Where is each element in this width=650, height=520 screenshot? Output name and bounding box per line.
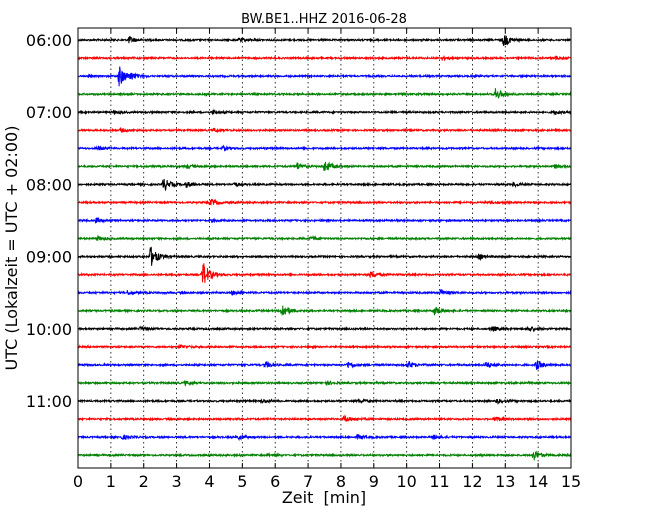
trace-1115 — [77, 414, 572, 423]
trace-0915 — [77, 263, 572, 284]
trace-0845 — [77, 234, 572, 242]
x-tick-label: 6 — [270, 472, 280, 491]
chart-title: BW.BE1..HHZ 2016-06-28 — [241, 12, 407, 27]
trace-1015 — [77, 344, 572, 350]
x-tick-label: 12 — [462, 472, 482, 491]
trace-1045 — [77, 379, 572, 387]
y-tick-label: 07:00 — [26, 103, 72, 122]
x-axis-label: Zeit [min] — [282, 488, 366, 507]
trace-1000 — [77, 325, 572, 333]
x-tick-label: 7 — [303, 472, 313, 491]
axis-ticks: 0 1 2 3 4 5 6 7 8 9 10 11 12 13 14 1506:0007:0008:0009:… — [26, 28, 581, 491]
x-tick-label: 15 — [561, 472, 581, 491]
trace-0630 — [77, 66, 572, 87]
y-tick-label: 06:00 — [26, 31, 72, 50]
trace-0745 — [77, 161, 572, 172]
trace-0815 — [77, 198, 572, 206]
trace-1030 — [77, 360, 572, 371]
trace-0900 — [77, 246, 572, 266]
trace-0830 — [77, 216, 572, 225]
y-tick-label: 08:00 — [26, 175, 72, 194]
x-tick-label: 10 — [396, 472, 416, 491]
trace-0945 — [77, 305, 572, 317]
x-tick-label: 13 — [495, 472, 515, 491]
trace-0600 — [77, 34, 572, 47]
trace-0715 — [77, 127, 572, 134]
y-tick-label: 09:00 — [26, 248, 72, 267]
trace-0930 — [77, 288, 572, 296]
trace-1145 — [77, 450, 572, 461]
x-tick-label: 8 — [336, 472, 346, 491]
y-tick-label: 11:00 — [26, 392, 72, 411]
x-tick-label: 2 — [139, 472, 149, 491]
x-tick-label: 1 — [106, 472, 116, 491]
seismic-traces — [77, 34, 572, 461]
trace-0800 — [77, 178, 572, 192]
x-tick-label: 4 — [204, 472, 214, 491]
trace-1100 — [77, 397, 572, 406]
trace-0615 — [77, 55, 572, 62]
x-tick-label: 3 — [172, 472, 182, 491]
y-axis-label: UTC (Lokalzeit = UTC + 02:00) — [2, 126, 21, 371]
x-tick-label: 11 — [429, 472, 449, 491]
x-tick-label: 0 — [73, 472, 83, 491]
plot-frame — [77, 27, 572, 469]
x-tick-label: 9 — [369, 472, 379, 491]
trace-0645 — [77, 88, 572, 99]
trace-0730 — [77, 144, 572, 152]
x-tick-label: 14 — [528, 472, 548, 491]
grid-lines — [110, 28, 539, 468]
y-tick-label: 10:00 — [26, 320, 72, 339]
trace-0700 — [77, 108, 572, 116]
trace-1130 — [77, 433, 572, 442]
x-tick-label: 5 — [237, 472, 247, 491]
